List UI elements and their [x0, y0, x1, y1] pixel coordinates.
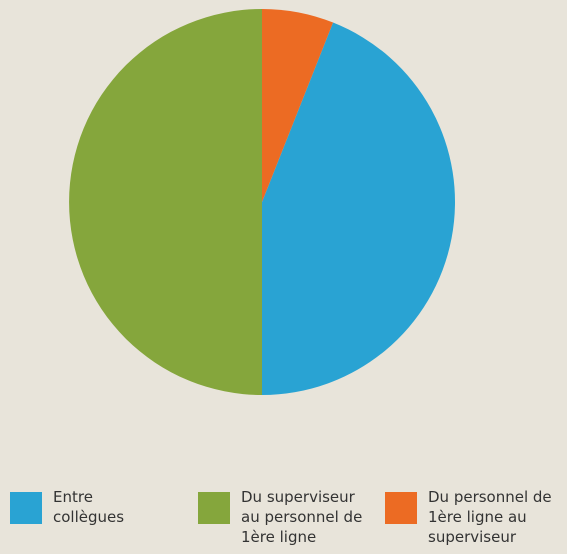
legend-label: Du superviseur au personnel de 1ère lign… — [241, 488, 363, 546]
chart — [69, 9, 455, 396]
pie-slice — [262, 9, 334, 202]
legend-label: Entre collègues — [53, 488, 125, 526]
legend-item: Du personnel de 1ère ligne au superviseu… — [385, 487, 563, 547]
legend-swatch — [10, 492, 42, 524]
pie-slice — [262, 22, 455, 396]
legend-swatch — [385, 492, 417, 524]
pie-slice — [69, 9, 263, 395]
legend-item: Du superviseur au personnel de 1ère lign… — [198, 487, 376, 547]
legend-label: Du personnel de 1ère ligne au superviseu… — [428, 488, 552, 546]
legend-swatch — [198, 492, 230, 524]
legend-item: Entre collègues — [10, 487, 133, 527]
